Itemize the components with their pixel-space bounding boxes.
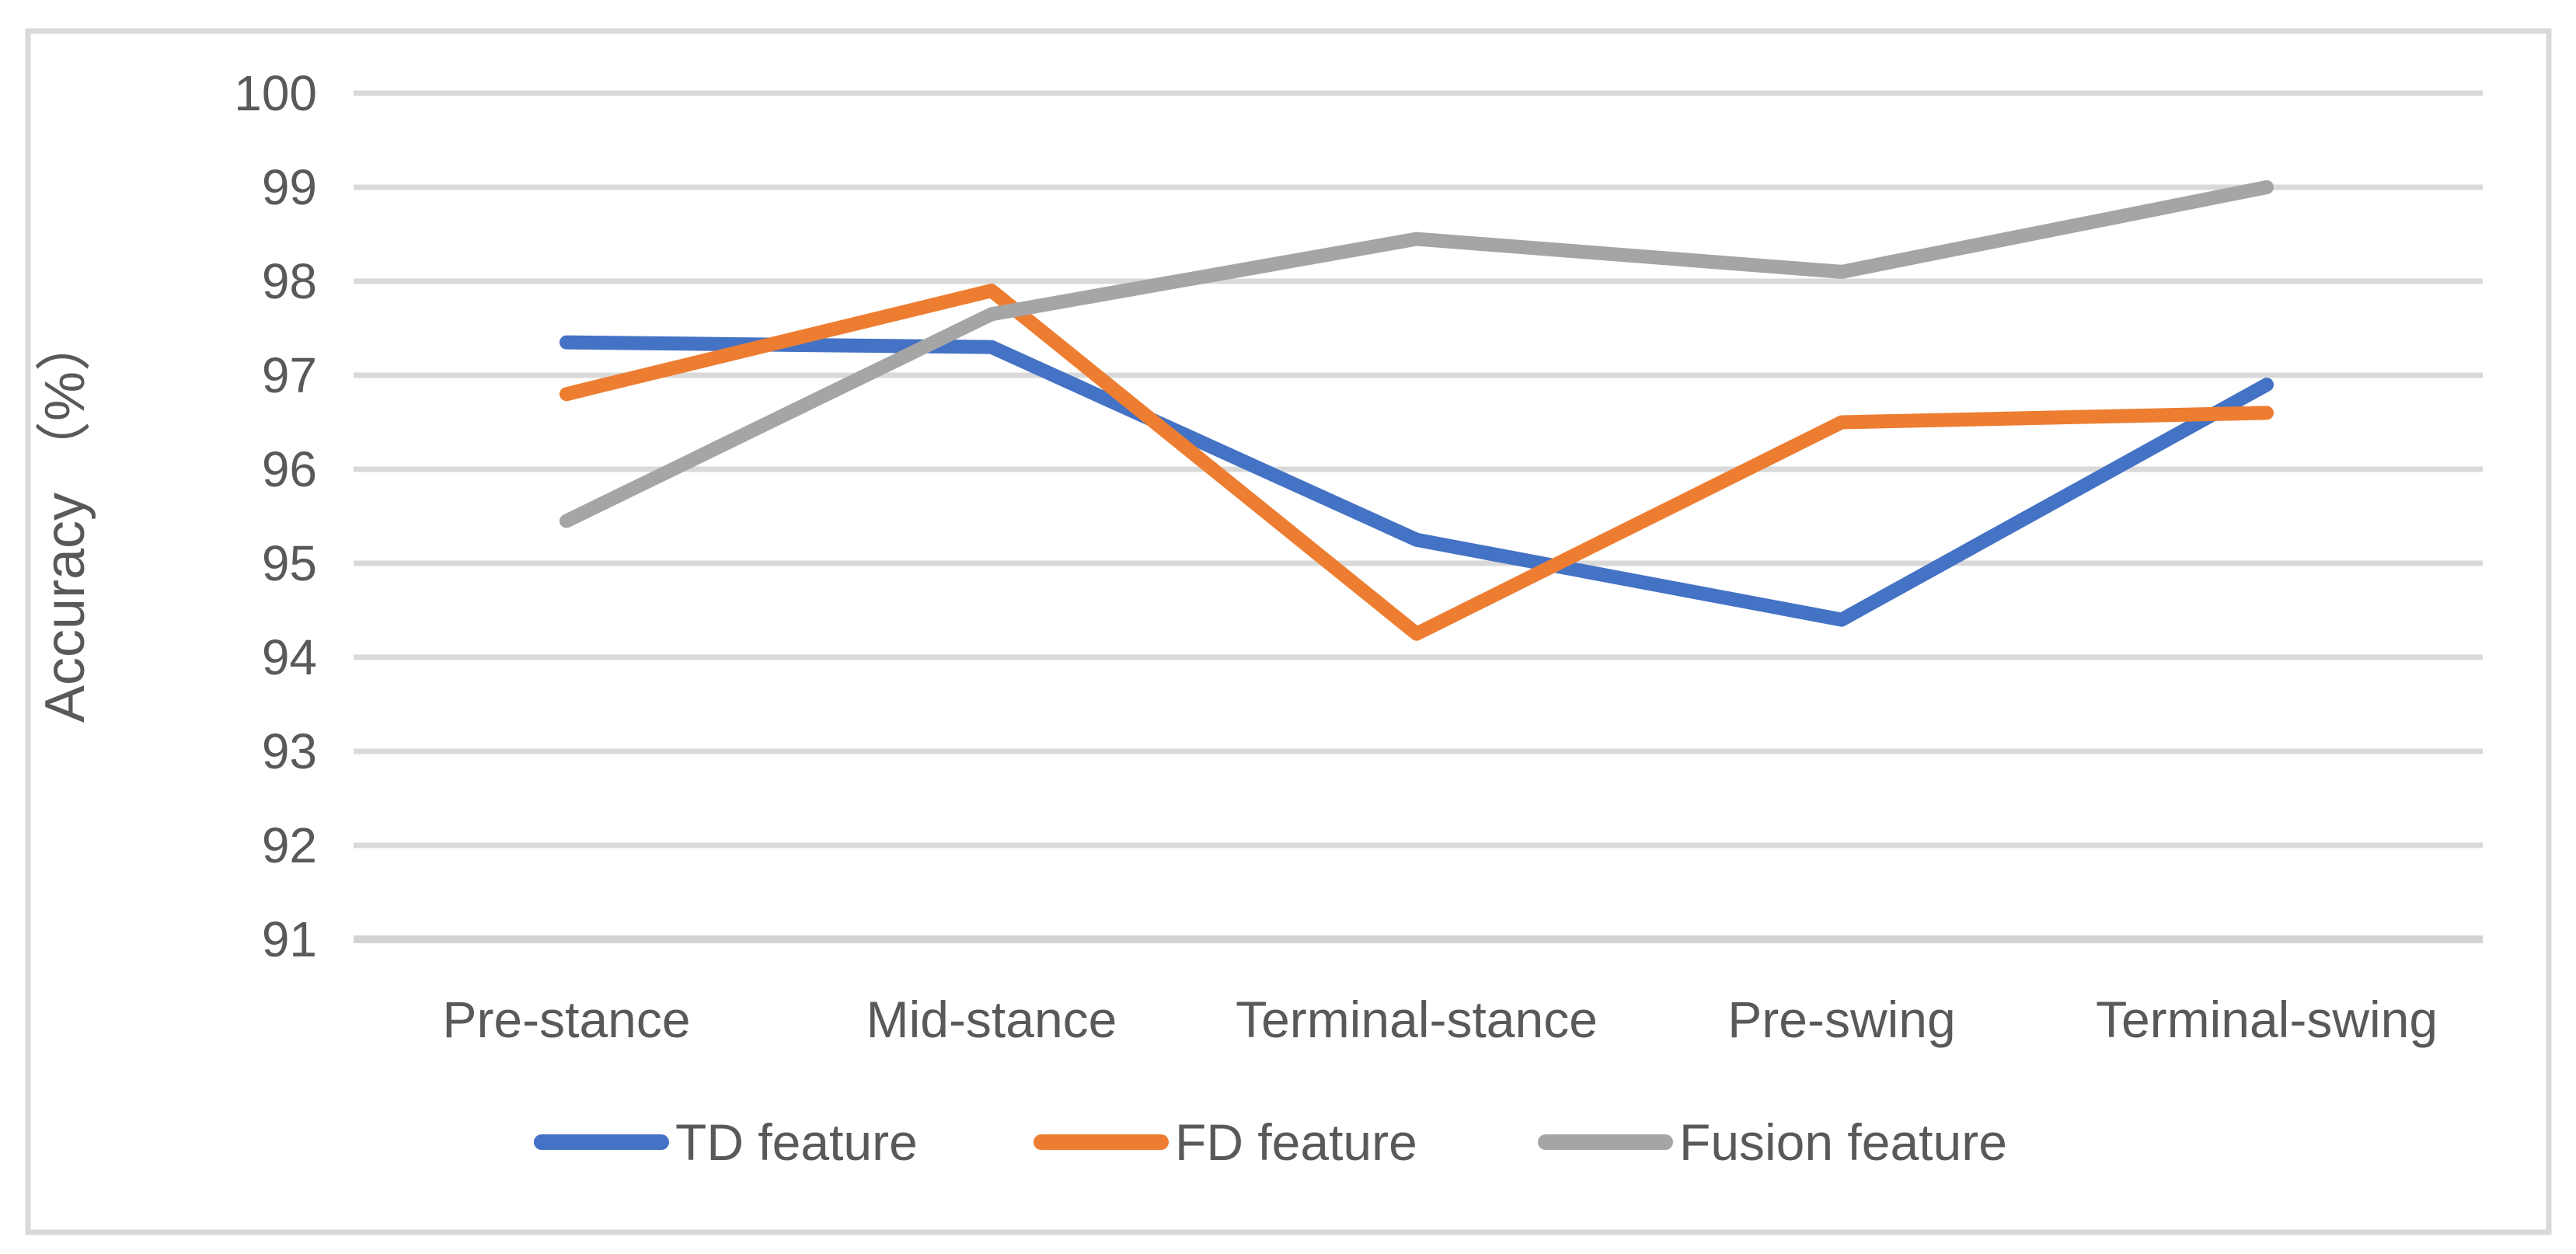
legend-label-td-feature: TD feature	[675, 1113, 918, 1171]
y-tick-label: 94	[262, 629, 317, 685]
y-tick-label: 92	[262, 817, 317, 873]
legend-item-fd-feature: FD feature	[1034, 1113, 1417, 1171]
y-tick-label: 95	[262, 535, 317, 591]
legend: TD feature FD feature Fusion feature	[534, 1113, 2007, 1171]
x-axis-category-labels: Pre-stance Mid-stance Terminal-stance Pre-s…	[442, 991, 2438, 1048]
x-category-label: Pre-stance	[442, 991, 690, 1048]
x-category-label: Terminal-swing	[2096, 991, 2438, 1048]
x-category-label: Terminal-stance	[1236, 991, 1598, 1048]
legend-item-fusion-feature: Fusion feature	[1538, 1113, 2007, 1171]
series-line-td-feature	[559, 335, 2274, 627]
series-line-fd-feature	[559, 284, 2274, 641]
y-tick-label: 91	[262, 911, 317, 967]
legend-label-fusion-feature: Fusion feature	[1679, 1113, 2007, 1171]
gridlines	[354, 90, 2483, 943]
y-tick-label: 93	[262, 723, 317, 779]
y-axis-tick-labels: 100 99 98 97 96 95 94 93 92 91	[234, 65, 317, 967]
x-category-label: Mid-stance	[866, 991, 1117, 1048]
legend-label-fd-feature: FD feature	[1175, 1113, 1417, 1171]
series-lines	[559, 180, 2274, 641]
legend-swatch-td-feature	[534, 1134, 669, 1150]
y-tick-label: 97	[262, 347, 317, 403]
legend-item-td-feature: TD feature	[534, 1113, 918, 1171]
y-axis-title: Accuracy （%）	[34, 315, 96, 723]
y-tick-label: 98	[262, 253, 317, 309]
chart-border	[25, 28, 2552, 1235]
y-tick-label: 96	[262, 441, 317, 497]
series-line-fusion-feature	[559, 180, 2274, 528]
legend-swatch-fd-feature	[1034, 1134, 1169, 1150]
y-tick-label: 100	[234, 65, 317, 121]
x-category-label: Pre-swing	[1727, 991, 1955, 1048]
y-tick-label: 99	[262, 159, 317, 215]
legend-swatch-fusion-feature	[1538, 1134, 1673, 1150]
